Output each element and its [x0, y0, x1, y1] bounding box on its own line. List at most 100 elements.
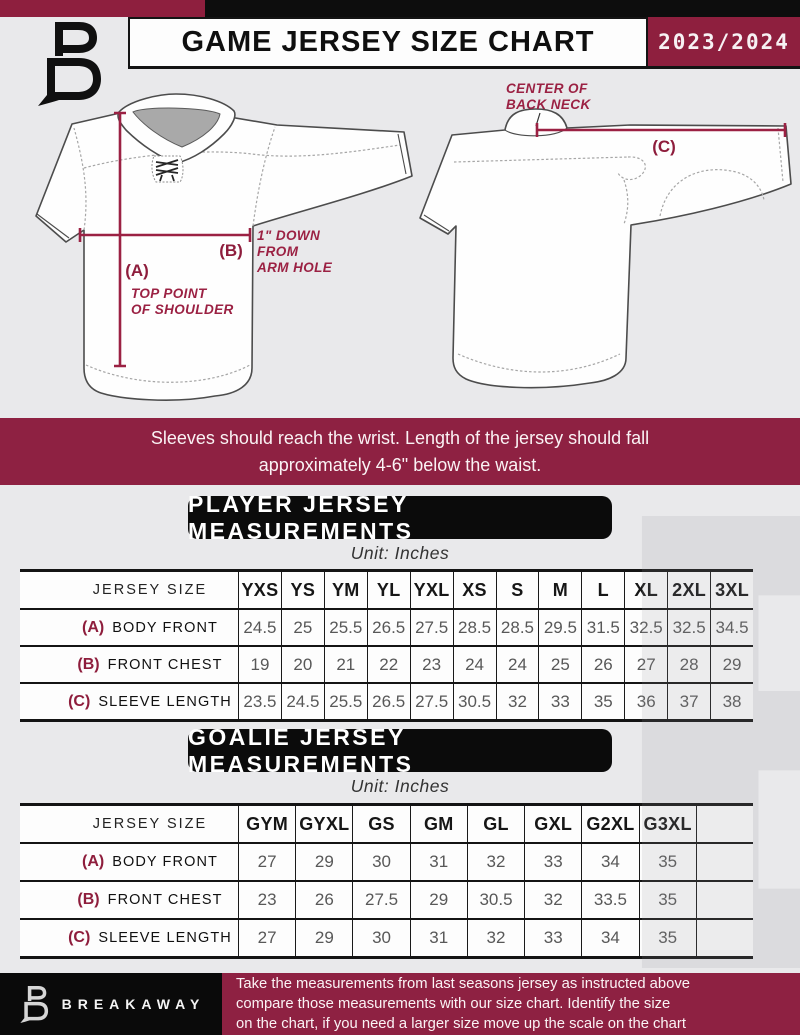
size-column-header: YXS — [238, 572, 281, 608]
measurement-value: 24 — [495, 647, 539, 682]
row-tag: (A) — [81, 853, 105, 870]
fit-note-line1: Sleeves should reach the wrist. Length o… — [150, 428, 650, 449]
measurement-value: 25 — [538, 647, 582, 682]
size-column-header: XL — [624, 572, 668, 608]
measurement-value: 37 — [667, 684, 711, 719]
footer-note-line3: on the chart, if you need a larger size … — [236, 1016, 686, 1033]
laces — [155, 159, 179, 182]
size-column-header: GYXL — [295, 806, 353, 842]
size-column-header: GM — [409, 806, 467, 842]
measurement-value: 27.5 — [409, 610, 453, 645]
fit-note-banner: Sleeves should reach the wrist. Length o… — [0, 418, 800, 485]
measurement-value: 31 — [409, 844, 467, 880]
goalie-unit-label: Unit: Inches — [350, 776, 450, 796]
size-column-header: GL — [466, 806, 525, 842]
player-section-heading: PLAYER JERSEY MEASUREMENTS — [188, 491, 612, 544]
measurement-value: 33 — [524, 844, 582, 880]
size-column-header: YL — [366, 572, 410, 608]
measurement-value: 31.5 — [581, 610, 625, 645]
measurement-value: 33.5 — [581, 882, 639, 918]
measurement-value: 32 — [466, 844, 525, 880]
measurement-line-b — [78, 228, 252, 242]
breakaway-b-logo-icon — [30, 22, 108, 106]
measurement-value: 33 — [538, 684, 582, 719]
measurement-value: 26.5 — [366, 684, 410, 719]
measurement-row: (B) FRONT CHEST 19 20 21 22 23 24 24 25 26 27 28 29 — [20, 645, 753, 682]
note-a-line1: TOP POINT — [131, 286, 208, 301]
measurement-value: 26 — [295, 882, 353, 918]
footer-brand-block: BREAKAWAY — [0, 973, 222, 1035]
measurement-value: 35 — [581, 684, 625, 719]
player-heading-label: PLAYER JERSEY MEASUREMENTS — [188, 490, 414, 544]
measurement-value: 34.5 — [710, 610, 753, 645]
measurement-row: (C) SLEEVE LENGTH 23.5 24.5 25.5 26.5 27.5 30.5… — [20, 682, 753, 719]
size-column-header: YXL — [409, 572, 453, 608]
measurement-value: 22 — [366, 647, 410, 682]
size-header-row: JERSEY SIZE GYM GYXL GS GM GL GXL G2XL G3XL — [20, 803, 753, 842]
measurement-value — [695, 844, 753, 880]
size-column-header: YS — [280, 572, 324, 608]
measurement-row: (B) FRONT CHEST 23 26 27.5 29 30.5 32 33.5 35 — [20, 880, 753, 918]
jersey-size-corner-label: JERSEY SIZE — [20, 806, 238, 842]
collar-inner — [132, 107, 221, 148]
measurement-value: 30 — [352, 844, 410, 880]
measurement-value: 35 — [638, 882, 696, 918]
page-title-box: GAME JERSEY SIZE CHART — [128, 17, 648, 69]
measurement-value: 19 — [238, 647, 281, 682]
size-column-header: 2XL — [667, 572, 711, 608]
player-measurements-table: JERSEY SIZE YXS YS YM YL YXL XS S M L XL 2XL 3XL (A) B… — [20, 569, 753, 722]
measurement-value: 24 — [452, 647, 496, 682]
footer-note-line1: Take the measurements from last seasons … — [236, 975, 690, 992]
row-label-cell: (A) BODY FRONT — [20, 610, 238, 645]
label-b: (B) — [219, 241, 243, 260]
measurement-value: 31 — [409, 920, 467, 956]
season-badge: 2023/2024 — [648, 17, 800, 69]
size-column-header: S — [495, 572, 539, 608]
size-column-header: G2XL — [581, 806, 639, 842]
row-label-cell: (C) SLEEVE LENGTH — [20, 920, 238, 956]
measurement-value: 26.5 — [366, 610, 410, 645]
measurement-value: 23.5 — [238, 684, 281, 719]
measurement-row: (A) BODY FRONT 24.5 25 25.5 26.5 27.5 28.5 28.5 2… — [20, 608, 753, 645]
measurement-value: 25.5 — [323, 684, 367, 719]
row-label-cell: (A) BODY FRONT — [20, 844, 238, 880]
top-accent-bar — [0, 0, 800, 17]
measurement-value: 30 — [352, 920, 410, 956]
measurement-value: 32 — [524, 882, 582, 918]
measurement-value: 34 — [581, 920, 639, 956]
measurement-value: 27 — [624, 647, 668, 682]
measurement-value: 27.5 — [409, 684, 453, 719]
back-annotations: CENTER OF BACK NECK (C) — [506, 81, 787, 156]
measurement-value: 27 — [238, 844, 296, 880]
size-column-header: GS — [352, 806, 410, 842]
lace-placket — [151, 155, 184, 183]
measurement-line-a — [114, 111, 126, 368]
measurement-value: 35 — [638, 920, 696, 956]
measurement-value: 24.5 — [238, 610, 281, 645]
jersey-size-corner-label: JERSEY SIZE — [20, 572, 238, 608]
size-column-header: YM — [323, 572, 367, 608]
measurement-line-c — [535, 123, 787, 137]
measurement-value: 38 — [710, 684, 753, 719]
label-c: (C) — [652, 137, 676, 156]
measurement-row: (A) BODY FRONT 27 29 30 31 32 33 34 35 — [20, 842, 753, 880]
measurement-value: 21 — [323, 647, 367, 682]
measurement-value: 32.5 — [624, 610, 668, 645]
measurement-value: 27.5 — [352, 882, 410, 918]
row-tag: (C) — [68, 692, 91, 710]
season-label: 2023/2024 — [658, 29, 790, 54]
measurement-value — [695, 920, 753, 956]
size-column-header: XS — [452, 572, 496, 608]
measurement-row: (C) SLEEVE LENGTH 27 29 30 31 32 33 34 35 — [20, 918, 753, 956]
row-tag: (B) — [77, 891, 100, 908]
size-column-header: GYM — [238, 806, 296, 842]
measurement-value: 35 — [638, 844, 696, 880]
fit-note-line2: approximately 4-6" below the waist. — [258, 454, 542, 475]
note-b-line1: 1" DOWN — [257, 228, 320, 243]
size-column-header: G3XL — [638, 806, 696, 842]
measurement-value: 26 — [581, 647, 625, 682]
measurement-value: 30.5 — [466, 882, 525, 918]
note-b-line2: FROM — [257, 244, 299, 259]
row-tag: (B) — [77, 655, 100, 673]
